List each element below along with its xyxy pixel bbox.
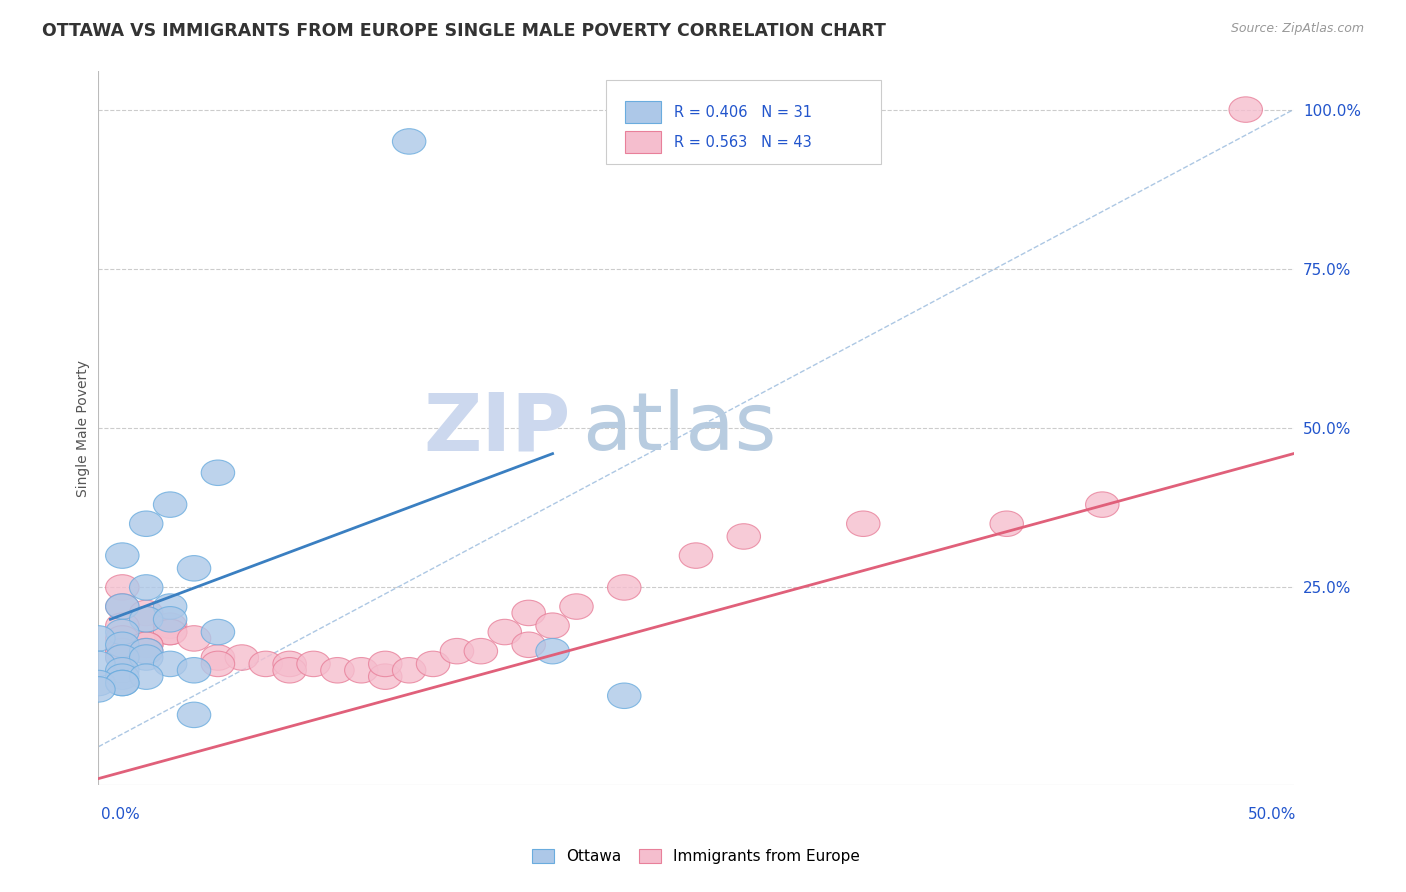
Ellipse shape <box>679 543 713 568</box>
Ellipse shape <box>105 639 139 664</box>
Ellipse shape <box>105 639 139 664</box>
Ellipse shape <box>129 511 163 536</box>
Ellipse shape <box>105 645 139 670</box>
Ellipse shape <box>273 651 307 677</box>
Ellipse shape <box>201 645 235 670</box>
Ellipse shape <box>82 670 115 696</box>
Ellipse shape <box>392 657 426 683</box>
Ellipse shape <box>105 574 139 600</box>
Ellipse shape <box>129 664 163 690</box>
Ellipse shape <box>512 632 546 657</box>
Ellipse shape <box>105 632 139 657</box>
Ellipse shape <box>153 594 187 619</box>
Ellipse shape <box>153 651 187 677</box>
Ellipse shape <box>129 632 163 657</box>
Ellipse shape <box>464 639 498 664</box>
Ellipse shape <box>201 619 235 645</box>
Ellipse shape <box>536 639 569 664</box>
Ellipse shape <box>82 677 115 702</box>
Ellipse shape <box>105 613 139 639</box>
Ellipse shape <box>129 639 163 664</box>
Ellipse shape <box>536 613 569 639</box>
Ellipse shape <box>129 600 163 625</box>
Ellipse shape <box>129 639 163 664</box>
Ellipse shape <box>607 574 641 600</box>
FancyBboxPatch shape <box>626 102 661 123</box>
Ellipse shape <box>129 607 163 632</box>
Text: 50.0%: 50.0% <box>1249 807 1296 822</box>
Ellipse shape <box>321 657 354 683</box>
Ellipse shape <box>846 511 880 536</box>
Ellipse shape <box>488 619 522 645</box>
Ellipse shape <box>105 670 139 696</box>
Ellipse shape <box>1229 97 1263 122</box>
Ellipse shape <box>177 625 211 651</box>
Ellipse shape <box>105 625 139 651</box>
Ellipse shape <box>82 625 115 651</box>
Ellipse shape <box>129 645 163 670</box>
Ellipse shape <box>153 491 187 517</box>
Ellipse shape <box>368 651 402 677</box>
Text: OTTAWA VS IMMIGRANTS FROM EUROPE SINGLE MALE POVERTY CORRELATION CHART: OTTAWA VS IMMIGRANTS FROM EUROPE SINGLE … <box>42 22 886 40</box>
Y-axis label: Single Male Poverty: Single Male Poverty <box>76 359 90 497</box>
Ellipse shape <box>105 594 139 619</box>
Ellipse shape <box>105 543 139 568</box>
Ellipse shape <box>153 619 187 645</box>
Ellipse shape <box>129 632 163 657</box>
Ellipse shape <box>129 607 163 632</box>
Ellipse shape <box>249 651 283 677</box>
Ellipse shape <box>177 657 211 683</box>
Ellipse shape <box>727 524 761 549</box>
Ellipse shape <box>105 670 139 696</box>
Ellipse shape <box>105 594 139 619</box>
Ellipse shape <box>105 657 139 683</box>
Ellipse shape <box>105 664 139 690</box>
Ellipse shape <box>368 664 402 690</box>
Ellipse shape <box>512 600 546 625</box>
Ellipse shape <box>153 619 187 645</box>
Text: ZIP: ZIP <box>423 389 571 467</box>
Text: atlas: atlas <box>582 389 776 467</box>
Ellipse shape <box>607 683 641 708</box>
Legend: Ottawa, Immigrants from Europe: Ottawa, Immigrants from Europe <box>526 843 866 870</box>
Ellipse shape <box>440 639 474 664</box>
Ellipse shape <box>177 556 211 581</box>
Ellipse shape <box>201 460 235 485</box>
Ellipse shape <box>177 702 211 728</box>
Ellipse shape <box>297 651 330 677</box>
Ellipse shape <box>129 574 163 600</box>
Ellipse shape <box>990 511 1024 536</box>
Text: 0.0%: 0.0% <box>101 807 141 822</box>
Text: Source: ZipAtlas.com: Source: ZipAtlas.com <box>1230 22 1364 36</box>
Ellipse shape <box>105 619 139 645</box>
Ellipse shape <box>153 607 187 632</box>
Ellipse shape <box>105 645 139 670</box>
FancyBboxPatch shape <box>626 131 661 153</box>
Ellipse shape <box>392 128 426 154</box>
Ellipse shape <box>560 594 593 619</box>
Ellipse shape <box>1085 491 1119 517</box>
Ellipse shape <box>225 645 259 670</box>
Text: R = 0.563   N = 43: R = 0.563 N = 43 <box>675 135 813 150</box>
FancyBboxPatch shape <box>606 80 882 164</box>
Ellipse shape <box>153 613 187 639</box>
Ellipse shape <box>344 657 378 683</box>
Text: R = 0.406   N = 31: R = 0.406 N = 31 <box>675 104 813 120</box>
Ellipse shape <box>273 657 307 683</box>
Ellipse shape <box>82 651 115 677</box>
Ellipse shape <box>416 651 450 677</box>
Ellipse shape <box>201 651 235 677</box>
